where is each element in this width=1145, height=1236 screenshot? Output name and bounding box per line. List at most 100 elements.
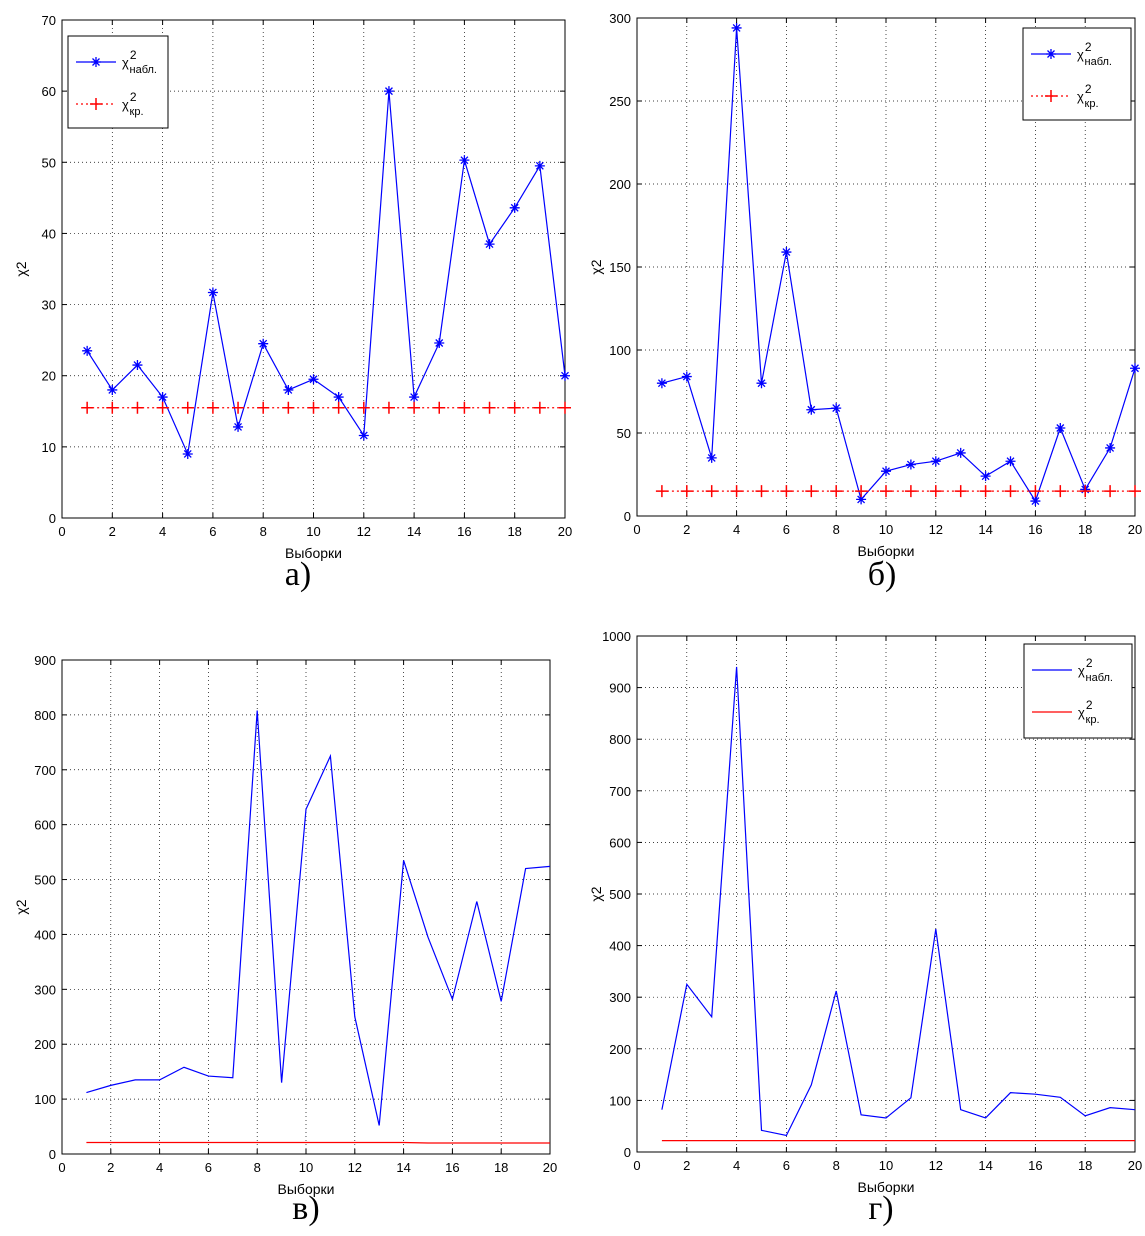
- data-point: [409, 392, 420, 403]
- data-point: [559, 401, 571, 414]
- x-tick-label: 10: [299, 1160, 313, 1175]
- data-point: [856, 494, 867, 505]
- x-tick-label: 8: [833, 1158, 840, 1173]
- data-point: [1054, 485, 1067, 498]
- x-tick-label: 8: [254, 1160, 261, 1175]
- x-tick-label: 18: [494, 1160, 508, 1175]
- data-point: [904, 485, 917, 498]
- legend-marker-0: [1046, 49, 1056, 59]
- data-point: [706, 452, 717, 463]
- data-point: [756, 378, 767, 389]
- data-point: [806, 404, 817, 415]
- data-point: [383, 86, 394, 97]
- y-tick-label: 40: [42, 226, 56, 241]
- data-point: [1055, 423, 1066, 434]
- data-point: [157, 392, 168, 403]
- data-point: [332, 401, 345, 414]
- data-point: [681, 371, 692, 382]
- data-point: [357, 401, 370, 414]
- data-point: [333, 392, 344, 403]
- legend-marker-1: [1045, 90, 1057, 102]
- y-tick-label: 300: [609, 990, 631, 1005]
- data-point: [731, 22, 742, 33]
- data-point: [509, 202, 520, 213]
- data-point: [131, 401, 144, 414]
- data-point: [705, 485, 718, 498]
- legend-label-0: χ2 набл.: [122, 48, 157, 76]
- x-tick-label: 10: [306, 524, 320, 539]
- data-point: [1005, 456, 1016, 467]
- data-point: [980, 471, 991, 482]
- x-tick-label: 10: [879, 522, 893, 537]
- x-tick-label: 2: [109, 524, 116, 539]
- series-line-0: [661, 27, 1136, 503]
- data-point: [533, 401, 546, 414]
- data-point: [1104, 485, 1117, 498]
- legend-box: [1022, 27, 1132, 121]
- data-point: [1130, 363, 1140, 374]
- data-point: [831, 403, 842, 414]
- data-point: [81, 401, 94, 414]
- legend-label-1: χ2 кр.: [122, 90, 144, 118]
- series-line-1: [86, 1141, 550, 1144]
- chart-a: 0 2 4 6 8 10 12 14 16 18 20 0 10 20 30 40 50 60 70 Выборки χ…: [13, 13, 572, 561]
- x-tick-label: 16: [445, 1160, 459, 1175]
- y-tick-label: 400: [609, 939, 631, 954]
- data-point: [408, 401, 421, 414]
- data-point: [307, 401, 320, 414]
- data-point: [106, 401, 119, 414]
- legend-label-0: χ2 набл.: [1078, 656, 1113, 684]
- y-tick-label: 700: [34, 763, 56, 778]
- data-point: [233, 421, 244, 432]
- y-tick-label: 0: [49, 1147, 56, 1162]
- data-point: [905, 459, 916, 470]
- y-tick-label: 60: [42, 84, 56, 99]
- x-tick-label: 4: [733, 522, 740, 537]
- data-point: [82, 345, 93, 356]
- x-axis-label: Выборки: [858, 543, 915, 559]
- data-point: [954, 485, 967, 498]
- data-point: [283, 384, 294, 395]
- data-point: [358, 430, 369, 441]
- data-point: [680, 485, 693, 498]
- x-tick-label: 12: [929, 1158, 943, 1173]
- x-axis-label: Выборки: [285, 545, 342, 561]
- y-tick-label: 50: [617, 426, 631, 441]
- y-tick-label: 70: [42, 13, 56, 28]
- series-line-0: [86, 710, 551, 1126]
- y-tick-label: 200: [609, 1042, 631, 1057]
- legend-label-1: χ2 кр.: [1077, 82, 1099, 110]
- y-tick-label: 600: [609, 835, 631, 850]
- x-tick-label: 16: [1028, 522, 1042, 537]
- series-line-0: [86, 91, 566, 457]
- x-tick-label: 16: [457, 524, 471, 539]
- data-point: [781, 247, 792, 258]
- x-tick-label: 18: [507, 524, 521, 539]
- data-point: [382, 401, 395, 414]
- x-tick-label: 20: [543, 1160, 557, 1175]
- x-tick-label: 0: [58, 524, 65, 539]
- y-tick-label: 150: [609, 260, 631, 275]
- data-point: [830, 485, 843, 498]
- y-tick-label: 20: [42, 369, 56, 384]
- x-axis-label: Выборки: [278, 1181, 335, 1197]
- x-tick-label: 18: [1078, 522, 1092, 537]
- caption-d: г): [868, 1190, 894, 1227]
- x-tick-label: 6: [783, 1158, 790, 1173]
- data-point: [1030, 496, 1041, 507]
- data-point: [434, 337, 445, 348]
- y-tick-label: 900: [609, 681, 631, 696]
- data-point: [656, 378, 667, 389]
- data-point: [107, 384, 118, 395]
- data-point: [930, 456, 941, 467]
- y-tick-label: 50: [42, 155, 56, 170]
- y-tick-label: 600: [34, 818, 56, 833]
- y-tick-label: 100: [34, 1092, 56, 1107]
- y-tick-label: 700: [609, 784, 631, 799]
- data-point: [1029, 485, 1042, 498]
- x-tick-label: 6: [209, 524, 216, 539]
- legend-box: [67, 35, 169, 129]
- data-point: [1004, 485, 1017, 498]
- x-tick-label: 4: [159, 524, 166, 539]
- y-tick-label: 0: [49, 511, 56, 526]
